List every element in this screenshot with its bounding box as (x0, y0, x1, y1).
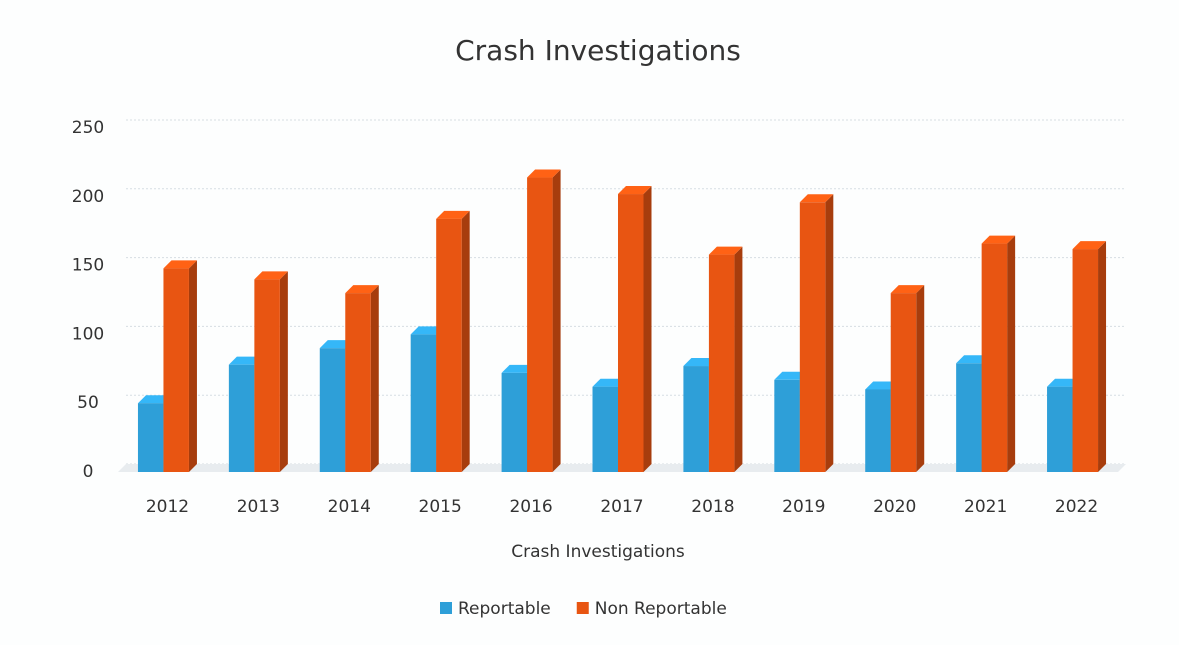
legend-label: Reportable (458, 599, 551, 619)
bar-side (188, 260, 197, 472)
bar-side (552, 169, 561, 472)
bar (618, 194, 644, 472)
bar (1072, 249, 1099, 472)
y-tick-label: 200 (72, 187, 104, 207)
bar (410, 334, 437, 472)
bar-top (1047, 378, 1081, 387)
bar-top (865, 381, 899, 390)
y-tick-label: 150 (72, 256, 104, 276)
bar-top (956, 355, 990, 364)
bar-top (410, 326, 445, 335)
bar-side (1098, 241, 1107, 472)
bar-top (592, 378, 626, 387)
bar-top (799, 194, 834, 203)
x-tick-label: 2017 (600, 497, 643, 517)
bar-top (683, 358, 717, 367)
y-tick-label: 100 (72, 324, 104, 344)
bar-top (1072, 241, 1107, 250)
x-tick-label: 2020 (873, 497, 916, 517)
bar-top (163, 260, 197, 269)
bar (981, 243, 1008, 472)
legend-swatch (440, 602, 452, 614)
bar-side (370, 285, 379, 472)
y-tick-label: 250 (72, 118, 104, 138)
x-tick-label: 2012 (146, 497, 189, 517)
bar-top (708, 246, 743, 255)
bar (436, 218, 462, 472)
bar-top (228, 356, 263, 365)
bar-side (1007, 235, 1016, 472)
bar-top (774, 371, 808, 380)
bar-side (461, 210, 470, 473)
y-tick-label: 0 (83, 462, 94, 482)
bar (137, 403, 164, 472)
bar-top (345, 285, 379, 294)
x-axis-label: Crash Investigations (511, 542, 685, 562)
x-tick-label: 2015 (419, 497, 462, 517)
bar (774, 379, 800, 472)
x-tick-label: 2019 (782, 497, 825, 517)
bar (254, 279, 280, 472)
bar-side (279, 271, 288, 472)
bar (683, 366, 709, 472)
bar (799, 202, 826, 472)
bar (163, 268, 189, 472)
bar-side (916, 285, 925, 472)
bar (708, 254, 735, 472)
bar-top (319, 340, 354, 349)
x-tick-label: 2013 (237, 497, 280, 517)
legend-label: Non Reportable (595, 599, 727, 619)
bar-side (643, 186, 652, 472)
bar-top (890, 285, 925, 294)
bar (890, 293, 917, 472)
bar-top (618, 186, 652, 195)
bar (1047, 386, 1073, 472)
bar-top (981, 235, 1016, 244)
bar-top (527, 169, 561, 178)
bar (345, 293, 371, 472)
bar-top (501, 364, 536, 373)
x-tick-label: 2016 (509, 497, 552, 517)
bar-side (734, 246, 743, 472)
legend-swatch (576, 602, 589, 614)
chart-title: Crash Investigations (455, 34, 741, 67)
bar (527, 177, 553, 472)
y-tick-label: 50 (77, 393, 99, 413)
bar (592, 386, 618, 472)
bar (865, 389, 891, 472)
bar (319, 348, 346, 472)
bar-top (137, 395, 172, 404)
x-tick-label: 2022 (1055, 497, 1098, 517)
bar (956, 363, 982, 472)
bar (228, 364, 255, 472)
bar-side (825, 194, 834, 472)
x-tick-label: 2021 (964, 497, 1007, 517)
x-tick-label: 2014 (328, 497, 371, 517)
bar-top (254, 271, 288, 280)
bar (501, 372, 528, 472)
bar-top (436, 210, 470, 219)
x-tick-label: 2018 (691, 497, 734, 517)
